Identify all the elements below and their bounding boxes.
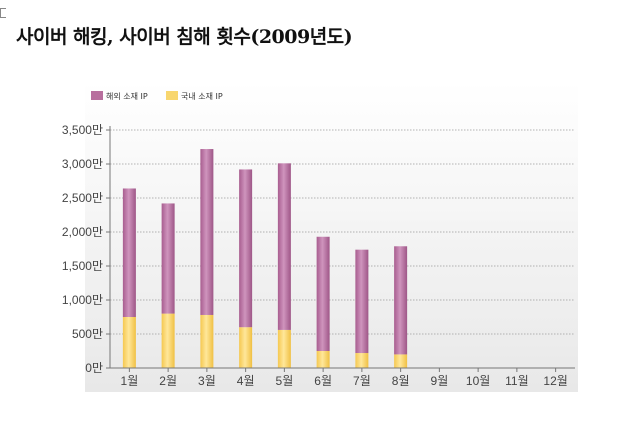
legend-domestic-ip-label: 국내 소재 IP xyxy=(181,92,223,101)
y-tick-label: 1,000만 xyxy=(62,293,103,307)
y-tick-label: 3,000만 xyxy=(62,157,103,171)
y-tick-label: 2,500만 xyxy=(62,191,103,205)
corner-mark xyxy=(0,8,6,18)
x-tick-label: 4월 xyxy=(237,374,255,388)
bar-overseas-ip xyxy=(200,149,214,315)
bar-domestic-ip xyxy=(316,351,330,368)
x-tick-label: 6월 xyxy=(314,374,332,388)
bar-domestic-ip xyxy=(394,354,408,368)
x-tick-label: 12월 xyxy=(543,374,567,388)
bar-domestic-ip xyxy=(239,327,253,368)
y-tick-label: 0만 xyxy=(85,361,103,375)
legend-overseas-ip-swatch xyxy=(91,91,103,100)
chart-panel xyxy=(85,82,578,392)
legend-overseas-ip-label: 해외 소재 IP xyxy=(106,91,148,101)
bar-overseas-ip xyxy=(355,249,369,354)
bar-overseas-ip xyxy=(316,236,330,351)
bar-overseas-ip xyxy=(394,246,408,355)
x-tick-label: 2월 xyxy=(159,374,177,388)
legend-domestic-ip-swatch xyxy=(166,91,178,100)
bar-overseas-ip xyxy=(239,169,253,328)
y-tick-label: 1,500만 xyxy=(62,259,103,273)
y-tick-label: 2,000만 xyxy=(62,225,103,239)
bar-overseas-ip xyxy=(122,188,136,317)
x-tick-label: 9월 xyxy=(431,374,449,388)
x-tick-label: 10월 xyxy=(466,374,490,388)
bar-overseas-ip xyxy=(161,203,175,314)
x-tick-label: 7월 xyxy=(353,374,371,388)
page-title: 사이버 해킹, 사이버 침해 횟수(2009년도) xyxy=(16,26,353,48)
x-tick-label: 3월 xyxy=(198,374,216,388)
x-tick-label: 8월 xyxy=(392,374,410,388)
y-tick-label: 500만 xyxy=(72,327,103,341)
bar-domestic-ip xyxy=(355,353,369,368)
x-tick-label: 1월 xyxy=(121,374,139,388)
bar-domestic-ip xyxy=(277,329,291,368)
x-tick-label: 11월 xyxy=(505,374,529,388)
bar-domestic-ip xyxy=(200,314,214,368)
bar-domestic-ip xyxy=(122,317,136,368)
bar-overseas-ip xyxy=(277,163,291,330)
y-tick-label: 3,500만 xyxy=(62,123,103,137)
bar-domestic-ip xyxy=(161,313,175,368)
x-tick-label: 5월 xyxy=(276,374,294,388)
